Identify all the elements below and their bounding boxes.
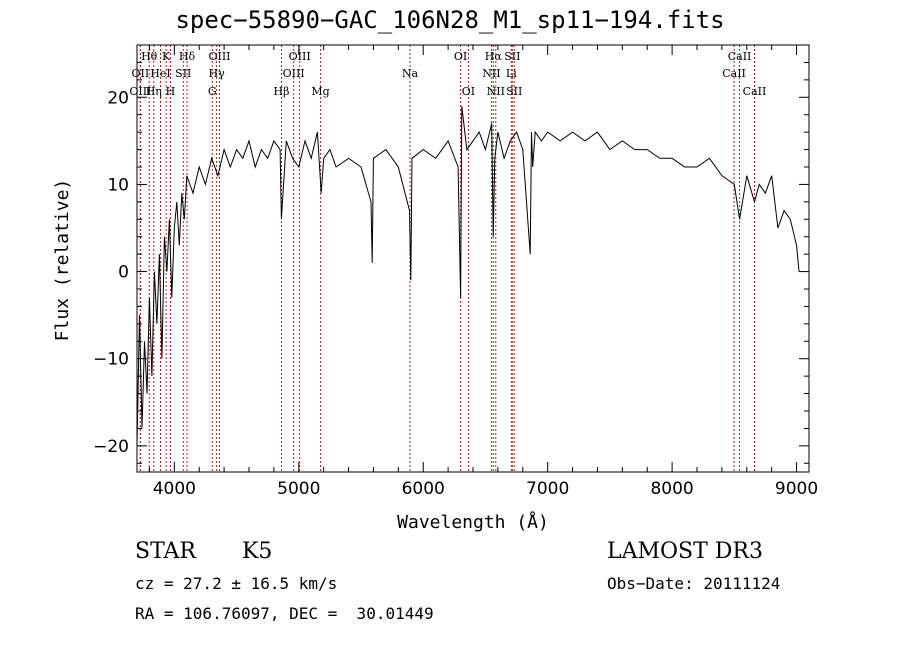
x-tick-label: 9000 [775,479,818,499]
line-label: OIII [283,67,305,80]
line-label: NII [482,67,500,80]
spectrum-line [136,105,800,446]
y-tick-label: 10 [107,175,129,195]
line-label: K [162,50,171,63]
radec-text: RA = 106.76097, DEC = 30.01449 [135,604,434,623]
line-label: Hβ [274,85,290,98]
line-label: CaII [728,50,752,63]
line-label: OIII [129,85,151,98]
line-label: Mg [311,85,329,98]
y-axis-label: Flux (relative) [52,179,73,342]
line-label: Na [402,67,419,80]
line-label: Hγ [209,67,226,80]
line-label: Li [506,67,517,80]
x-axis-label: Wavelength (Å) [397,511,549,533]
line-label: SII [175,67,191,80]
line-label: Hα [485,50,503,63]
x-axis: 4000 5000 6000 7000 8000 9000 [148,45,818,499]
object-class: STAR [135,539,196,564]
y-tick-label: 0 [118,263,129,283]
y-tick-label: −20 [93,437,129,457]
chart-title: spec−55890−GAC_106N28_M1_sp11−194.fits [175,6,725,34]
line-label: OIII [208,50,230,63]
line-label: G [208,85,217,98]
x-tick-label: 7000 [526,479,569,499]
line-label: OI [462,85,475,98]
line-label: H [166,85,176,98]
line-label: CaII [743,85,767,98]
obs-date-text: Obs−Date: 20111124 [607,574,781,593]
y-axis: −20 −10 0 10 20 [93,61,809,464]
x-tick-label: 6000 [402,479,445,499]
survey-label: LAMOST DR3 [607,539,763,564]
x-tick-label: 4000 [153,479,196,499]
line-label: OI [454,50,467,63]
x-tick-label: 5000 [277,479,320,499]
line-markers [139,45,755,472]
line-label: SII [504,50,520,63]
object-subclass: K5 [242,539,273,564]
line-label: CaII [722,67,746,80]
plot-frame [136,44,810,473]
x-tick-label: 8000 [650,479,693,499]
line-label: Hδ [179,50,196,63]
spectrum-series [136,105,800,446]
line-label: Hη [146,85,162,98]
line-label: Hθ [141,50,158,63]
y-tick-label: −10 [93,350,129,370]
line-label: NII [487,85,505,98]
y-tick-label: 20 [107,88,129,108]
line-label: SII [506,85,522,98]
line-label: HeI [150,67,170,80]
line-label: OII [132,67,150,80]
redshift-text: cz = 27.2 ± 16.5 km/s [135,574,338,593]
line-label: OIII [289,50,311,63]
